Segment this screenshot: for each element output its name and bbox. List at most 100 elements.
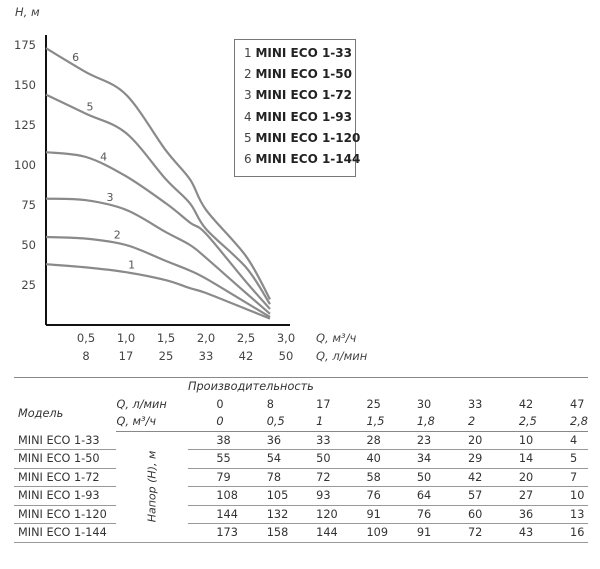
- curve-label: 1: [128, 258, 135, 271]
- y-tick-label: 50: [21, 238, 36, 252]
- x-axis-label: Q, м³/ч: [316, 331, 357, 345]
- legend-entry: 3 MINI ECO 1-72: [244, 88, 355, 109]
- table-row: MINI ECO 1-93 108 105 93 76 64 57 27 10: [14, 486, 588, 506]
- legend-entry: 6 MINI ECO 1-144: [244, 151, 360, 173]
- curve-label: 5: [87, 101, 94, 114]
- value-cell: 79: [216, 468, 267, 487]
- legend-number: 5: [244, 130, 252, 145]
- performance-table: Производительность Модель Q, л/мин 0 8 1…: [14, 377, 588, 543]
- model-header: Модель: [18, 406, 64, 420]
- value-cell: 7: [570, 468, 588, 487]
- unit-m3h-label: Q, м³/ч: [116, 413, 217, 432]
- flow-m3h-cell: 1,8: [416, 413, 468, 432]
- flow-lmin-cell: 0: [216, 397, 224, 411]
- value-cell: 64: [416, 486, 468, 506]
- model-cell: MINI ECO 1-50: [14, 449, 117, 469]
- legend-label: MINI ECO 1-93: [255, 109, 352, 124]
- value-cell: 105: [266, 486, 317, 506]
- curve-label: 2: [114, 229, 121, 242]
- value-cell: 91: [416, 523, 468, 543]
- curve-3: [45, 197, 271, 315]
- value-cell: 93: [316, 486, 367, 506]
- x-tick-label: 2,5: [237, 331, 255, 345]
- table-row: MINI ECO 1-33 Напор (Н), м 38 36 33 28 2…: [14, 431, 588, 543]
- curve-label: 3: [107, 191, 114, 204]
- value-cell: 76: [366, 486, 417, 506]
- table-row: MINI ECO 1-144 173 158 144 109 91 72 43 …: [14, 523, 588, 543]
- flow-m3h-cell: 1,5: [366, 413, 417, 432]
- value-cell: 40: [366, 449, 417, 469]
- x-tick-label: 0,5: [77, 331, 95, 345]
- x-secondary-tick-label: 33: [199, 349, 214, 363]
- value-cell: 27: [518, 486, 571, 506]
- y-tick-label: 125: [14, 118, 36, 132]
- value-cell: 72: [467, 523, 519, 543]
- y-axis-label: H, м: [15, 5, 40, 19]
- value-cell: 120: [316, 505, 367, 524]
- table-row: MINI ECO 1-72 79 78 72 58 50 42 20 7: [14, 468, 588, 487]
- curve-label: 4: [100, 150, 107, 163]
- value-cell: 23: [416, 431, 468, 450]
- x-tick-label: 1,5: [157, 331, 175, 345]
- curve-2: [45, 235, 271, 318]
- flow-m3h-cell: 1: [316, 413, 367, 432]
- y-tick-label: 25: [21, 278, 36, 292]
- curve-1: [45, 263, 271, 320]
- value-cell: 58: [366, 468, 417, 487]
- productivity-header: Производительность: [188, 377, 588, 396]
- value-cell: 36: [266, 431, 317, 450]
- value-cell: 144: [316, 523, 367, 543]
- y-tick-label: 175: [14, 38, 36, 52]
- flow-lmin-cell: 30: [416, 397, 432, 411]
- legend-entry: 1 MINI ECO 1-33: [244, 46, 355, 67]
- table-row: MINI ECO 1-120 144 132 120 91 76 60 36 1…: [14, 505, 588, 524]
- model-cell: MINI ECO 1-120: [14, 505, 117, 524]
- value-cell: 34: [416, 449, 468, 469]
- value-cell: 50: [316, 449, 367, 469]
- flow-lmin-cell: 47: [570, 397, 585, 411]
- legend-label: MINI ECO 1-120: [255, 130, 361, 145]
- legend-number: 4: [244, 109, 252, 124]
- value-cell: 158: [266, 523, 317, 543]
- model-cell: MINI ECO 1-144: [14, 523, 117, 543]
- value-cell: 36: [518, 505, 571, 524]
- curve-label: 6: [72, 51, 79, 64]
- table-header-row: Модель Q, л/мин 0 8 17 25 30 33 42 47: [14, 396, 588, 420]
- table-header-row: Q, м³/ч 0 0,5 1 1,5 1,8 2 2,5 2,8: [14, 413, 588, 432]
- value-cell: 20: [467, 431, 519, 450]
- value-cell: 91: [366, 505, 417, 524]
- value-cell: 173: [216, 523, 267, 543]
- flow-lmin-cell: 8: [266, 397, 274, 411]
- flow-m3h-cell: 2,8: [570, 413, 588, 432]
- value-cell: 42: [467, 468, 519, 487]
- legend-number: 6: [244, 151, 252, 166]
- value-cell: 60: [467, 505, 519, 524]
- flow-m3h-cell: 0,5: [266, 413, 317, 432]
- value-cell: 10: [518, 431, 571, 450]
- legend-number: 1: [244, 46, 252, 60]
- value-cell: 20: [518, 468, 571, 487]
- legend-label: MINI ECO 1-50: [255, 67, 352, 82]
- value-cell: 54: [266, 449, 317, 469]
- x-tick-label: 1,0: [117, 331, 135, 345]
- value-cell: 108: [216, 486, 267, 506]
- chart-legend: 1 MINI ECO 1-33 2 MINI ECO 1-50 3 MINI E…: [234, 39, 360, 177]
- x-tick-label: 2,0: [197, 331, 215, 345]
- value-cell: 50: [416, 468, 468, 487]
- y-tick-label: 75: [21, 198, 36, 212]
- legend-entry: 4 MINI ECO 1-93: [244, 110, 355, 131]
- x-tick-label: 3,0: [277, 331, 295, 345]
- curve-6: [45, 47, 271, 300]
- curve-5: [45, 93, 271, 305]
- value-cell: 4: [570, 431, 588, 450]
- unit-lmin-label: Q, л/мин: [116, 397, 167, 411]
- curve-4: [45, 151, 271, 310]
- legend-label: MINI ECO 1-72: [255, 88, 352, 103]
- value-cell: 33: [316, 431, 367, 450]
- value-cell: 13: [570, 505, 588, 524]
- model-cell: MINI ECO 1-33: [14, 431, 117, 450]
- model-cell: MINI ECO 1-93: [14, 486, 117, 506]
- value-cell: 14: [518, 449, 571, 469]
- y-tick-label: 150: [14, 78, 36, 92]
